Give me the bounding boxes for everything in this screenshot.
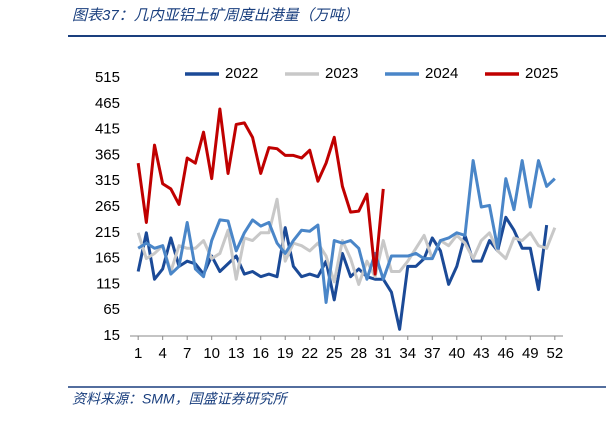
x-tick-label: 7 <box>183 345 191 362</box>
x-tick-label: 34 <box>399 345 416 362</box>
x-tick-label: 46 <box>497 345 514 362</box>
y-tick-label: 15 <box>103 327 120 344</box>
y-tick-label: 65 <box>103 301 120 318</box>
x-tick-label: 40 <box>448 345 465 362</box>
series-line <box>136 197 557 286</box>
y-tick-label: 515 <box>95 69 120 86</box>
y-tick-label: 415 <box>95 121 120 138</box>
x-tick-label: 52 <box>546 345 563 362</box>
x-tick-label: 10 <box>203 345 220 362</box>
legend-label: 2023 <box>325 65 358 82</box>
y-tick-label: 165 <box>95 250 120 267</box>
legend-label: 2025 <box>525 65 558 82</box>
x-tick-label: 1 <box>134 345 142 362</box>
legend-label: 2022 <box>225 65 258 82</box>
x-tick-label: 22 <box>301 345 318 362</box>
series-line <box>136 107 385 276</box>
x-tick-label: 28 <box>350 345 367 362</box>
x-tick-label: 37 <box>424 345 441 362</box>
x-tick-label: 43 <box>473 345 490 362</box>
y-tick-label: 365 <box>95 146 120 163</box>
x-tick-label: 31 <box>375 345 392 362</box>
x-tick-label: 4 <box>159 345 167 362</box>
x-tick-label: 25 <box>326 345 343 362</box>
x-tick-label: 16 <box>252 345 269 362</box>
x-tick-label: 19 <box>277 345 294 362</box>
series-line <box>137 159 556 304</box>
chart-title: 图表37：几内亚铝土矿周度出港量（万吨） <box>72 7 359 24</box>
x-tick-label: 13 <box>228 345 245 362</box>
y-tick-label: 465 <box>95 95 120 112</box>
y-tick-label: 115 <box>96 275 120 292</box>
y-tick-label: 215 <box>95 224 120 241</box>
source-note: 资料来源：SMM，国盛证券研究所 <box>72 391 289 407</box>
y-tick-label: 315 <box>95 172 120 189</box>
y-tick-label: 265 <box>95 198 120 215</box>
legend-label: 2024 <box>425 65 458 82</box>
x-tick-label: 49 <box>522 345 539 362</box>
